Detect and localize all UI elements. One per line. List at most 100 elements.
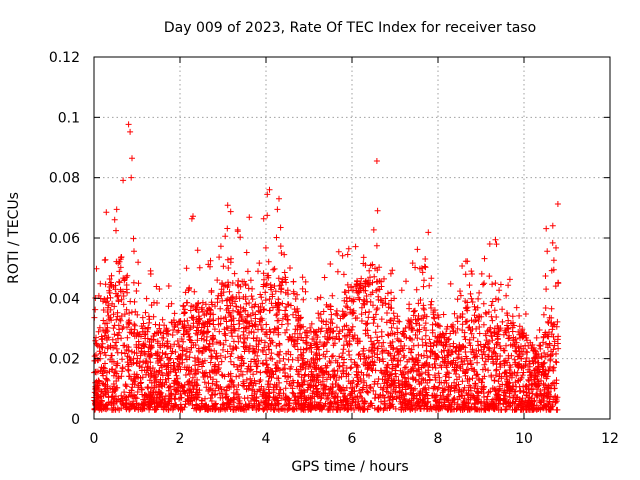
data-point	[180, 331, 187, 338]
data-point	[288, 381, 294, 387]
data-point	[199, 369, 206, 376]
data-point	[336, 335, 343, 342]
data-point	[331, 395, 337, 402]
data-point	[383, 347, 390, 354]
data-point	[110, 311, 117, 318]
data-point	[113, 362, 120, 369]
data-point	[516, 388, 523, 394]
data-point	[354, 381, 361, 388]
data-point	[499, 318, 506, 325]
data-point	[312, 366, 319, 373]
data-point	[493, 391, 500, 398]
data-point	[480, 386, 487, 393]
data-point	[368, 366, 375, 372]
data-point	[352, 315, 359, 322]
data-point	[281, 361, 288, 368]
data-point	[275, 375, 282, 382]
data-point	[385, 332, 392, 339]
data-point	[133, 371, 140, 378]
data-point	[265, 378, 272, 384]
data-point	[481, 383, 488, 390]
data-point	[431, 392, 438, 399]
data-point	[425, 229, 432, 236]
y-axis-label: ROTI / TECUs	[6, 192, 22, 284]
data-point	[503, 373, 510, 380]
data-point	[410, 342, 417, 349]
data-point	[243, 376, 250, 383]
data-point	[344, 251, 351, 258]
data-point	[555, 280, 562, 287]
data-point	[233, 373, 240, 380]
data-point	[121, 342, 128, 349]
data-point	[344, 281, 351, 288]
data-point	[509, 313, 516, 320]
data-point	[152, 321, 159, 328]
data-point	[290, 406, 297, 413]
data-point	[298, 334, 305, 341]
data-point	[123, 282, 130, 288]
data-point	[468, 330, 475, 337]
data-point	[234, 228, 241, 235]
data-point	[537, 388, 544, 394]
data-point	[211, 404, 218, 411]
data-point	[303, 345, 310, 352]
data-point	[421, 306, 428, 313]
data-point	[344, 304, 351, 311]
data-point	[390, 320, 397, 327]
data-point	[348, 364, 355, 371]
data-point	[277, 224, 284, 231]
data-point	[254, 388, 261, 395]
data-point	[169, 348, 176, 355]
data-point	[414, 327, 421, 334]
data-point	[275, 275, 282, 282]
data-point	[360, 401, 367, 407]
data-point	[133, 350, 140, 357]
data-point	[142, 360, 149, 367]
data-point	[480, 343, 487, 350]
data-point	[467, 361, 474, 368]
data-point	[149, 365, 156, 371]
data-point	[214, 299, 221, 306]
data-point	[388, 371, 395, 378]
data-point	[445, 391, 452, 398]
data-point	[448, 323, 455, 330]
data-point	[194, 389, 201, 396]
data-point	[276, 341, 283, 348]
data-point	[156, 401, 163, 408]
data-point	[177, 366, 184, 373]
data-point	[549, 326, 556, 333]
data-point	[445, 336, 451, 343]
data-point	[318, 325, 325, 332]
data-point	[435, 370, 442, 377]
data-point	[403, 391, 410, 398]
data-point	[159, 372, 166, 379]
data-point	[452, 371, 459, 377]
y-tick-label: 0	[71, 412, 80, 428]
data-point	[297, 351, 304, 358]
data-point	[105, 334, 112, 341]
data-point	[101, 349, 108, 356]
data-point	[221, 373, 228, 380]
data-point	[125, 121, 132, 128]
data-point	[406, 401, 413, 408]
data-point	[93, 341, 100, 348]
data-point	[543, 392, 550, 399]
data-point	[436, 399, 443, 406]
data-point	[177, 401, 184, 408]
data-point	[240, 405, 247, 412]
data-point	[421, 352, 427, 359]
data-point	[249, 296, 256, 303]
data-point	[264, 272, 271, 279]
data-point	[159, 316, 166, 323]
data-point	[276, 195, 282, 202]
data-point	[112, 368, 119, 375]
data-point	[343, 322, 350, 329]
data-point	[408, 324, 415, 331]
data-point	[399, 399, 406, 406]
data-point	[95, 328, 102, 335]
data-point	[125, 367, 132, 374]
data-point	[166, 356, 173, 363]
data-point	[537, 343, 544, 349]
data-point	[547, 404, 554, 411]
data-point	[323, 339, 330, 346]
